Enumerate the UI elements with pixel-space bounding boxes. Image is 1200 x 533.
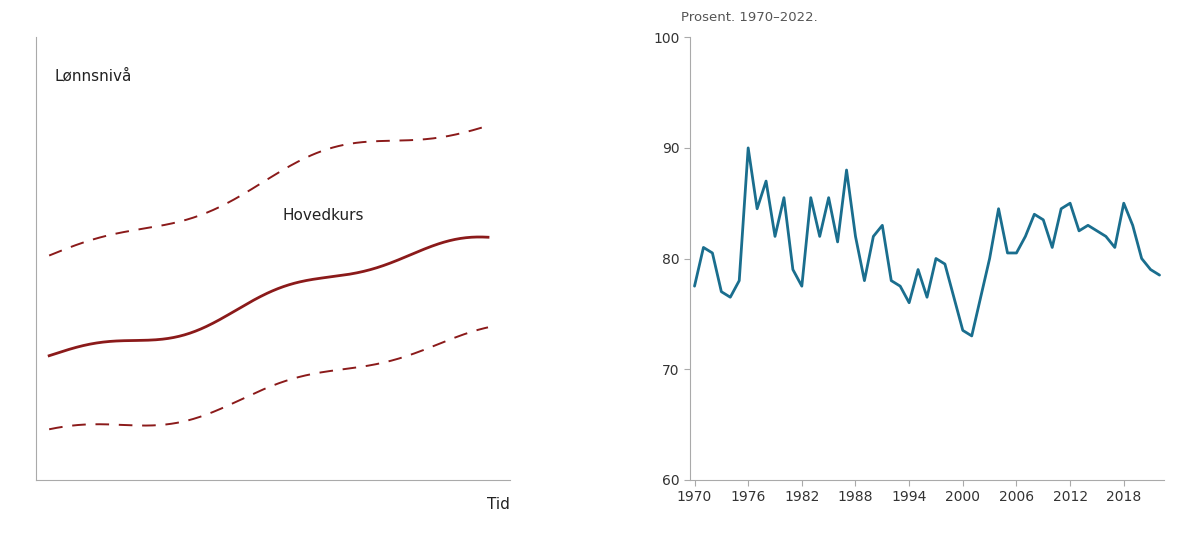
Text: Hovedkurs: Hovedkurs <box>282 208 364 223</box>
Text: Lønnsnivå: Lønnsnivå <box>55 68 132 83</box>
Text: Tid: Tid <box>487 497 510 512</box>
Text: Prosent. 1970–2022.: Prosent. 1970–2022. <box>680 11 817 24</box>
Text: A. Hovedkursen: A. Hovedkursen <box>26 0 187 2</box>
